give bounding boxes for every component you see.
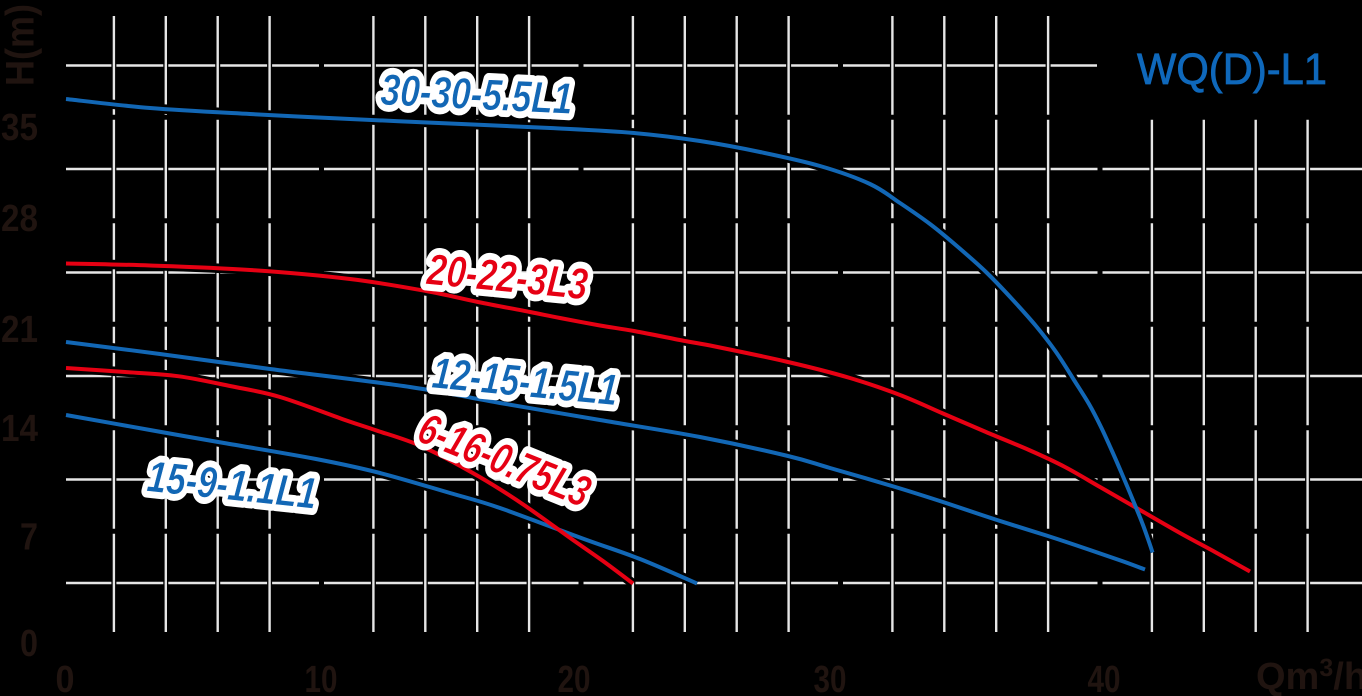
- svg-text:21: 21: [1, 309, 38, 351]
- svg-text:7: 7: [20, 516, 38, 558]
- svg-text:14: 14: [1, 408, 38, 450]
- svg-text:28: 28: [1, 198, 38, 240]
- svg-text:20: 20: [558, 659, 591, 696]
- svg-text:Qm3/h: Qm3/h: [1256, 654, 1362, 696]
- svg-text:10: 10: [305, 659, 338, 696]
- svg-text:15-9-1.1L1: 15-9-1.1L1: [145, 452, 319, 519]
- svg-text:40: 40: [1088, 659, 1121, 696]
- svg-text:0: 0: [56, 659, 75, 696]
- svg-text:30: 30: [814, 659, 847, 696]
- svg-text:6-16-0.75L3: 6-16-0.75L3: [411, 404, 597, 517]
- svg-text:30-30-5.5L1: 30-30-5.5L1: [380, 66, 574, 124]
- svg-text:WQ(D)-L1: WQ(D)-L1: [1137, 45, 1327, 94]
- svg-text:35: 35: [1, 107, 38, 149]
- svg-text:12-15-1.5L1: 12-15-1.5L1: [430, 349, 620, 416]
- svg-text:0: 0: [20, 623, 38, 665]
- svg-text:H(m): H(m): [0, 4, 43, 86]
